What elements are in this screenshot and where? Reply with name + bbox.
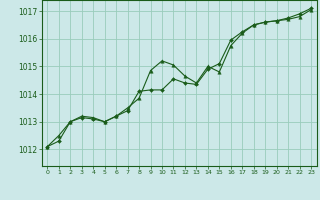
- Text: Graphe pression niveau de la mer (hPa): Graphe pression niveau de la mer (hPa): [58, 184, 262, 193]
